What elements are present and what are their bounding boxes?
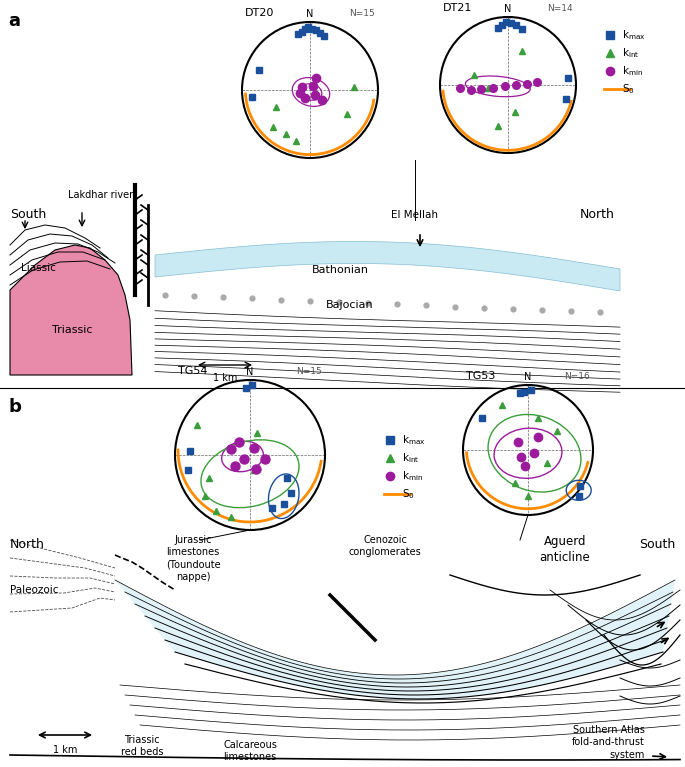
Text: k$_{\rm int}$: k$_{\rm int}$ bbox=[402, 451, 419, 465]
Text: Triassic: Triassic bbox=[52, 325, 92, 335]
Text: N: N bbox=[504, 4, 512, 14]
Polygon shape bbox=[10, 245, 132, 375]
Text: k$_{\rm min}$: k$_{\rm min}$ bbox=[402, 469, 423, 483]
Text: 1 km: 1 km bbox=[53, 745, 77, 755]
Text: North: North bbox=[580, 209, 615, 222]
Text: S$_0$: S$_0$ bbox=[622, 82, 635, 96]
Text: Jurassic
limestones
(Toundoute
nappe): Jurassic limestones (Toundoute nappe) bbox=[166, 535, 221, 582]
Text: Lakdhar river: Lakdhar river bbox=[68, 190, 133, 200]
Text: TG54: TG54 bbox=[178, 366, 208, 376]
Text: N=16: N=16 bbox=[564, 372, 590, 381]
Text: N: N bbox=[247, 367, 253, 377]
Text: El Mellah: El Mellah bbox=[392, 210, 438, 220]
Text: North: North bbox=[10, 538, 45, 551]
Text: Paleozoic: Paleozoic bbox=[10, 585, 58, 595]
Text: South: South bbox=[638, 538, 675, 551]
Text: N=15: N=15 bbox=[349, 9, 375, 18]
Text: k$_{\rm min}$: k$_{\rm min}$ bbox=[622, 64, 643, 78]
Text: TG53: TG53 bbox=[466, 371, 495, 381]
Text: S$_0$: S$_0$ bbox=[402, 487, 415, 501]
Text: Liassic: Liassic bbox=[21, 263, 55, 273]
Text: N=14: N=14 bbox=[547, 4, 573, 13]
Text: Triassic
red beds: Triassic red beds bbox=[121, 735, 163, 757]
Text: a: a bbox=[8, 12, 20, 30]
Text: N: N bbox=[524, 372, 532, 382]
Text: Aguerd
anticline: Aguerd anticline bbox=[540, 535, 590, 564]
Text: Bathonian: Bathonian bbox=[312, 265, 369, 275]
Text: 1 km: 1 km bbox=[213, 373, 237, 383]
Text: Southern Atlas
fold-and-thrust
system: Southern Atlas fold-and-thrust system bbox=[572, 725, 645, 760]
Text: k$_{\rm max}$: k$_{\rm max}$ bbox=[402, 433, 425, 447]
Text: Calcareous
limestones: Calcareous limestones bbox=[223, 740, 277, 762]
Text: Cenozoic
conglomerates: Cenozoic conglomerates bbox=[349, 535, 421, 558]
Text: N=15: N=15 bbox=[296, 367, 322, 376]
Text: Bajocian: Bajocian bbox=[326, 300, 374, 310]
Text: b: b bbox=[8, 398, 21, 416]
Text: DT21: DT21 bbox=[443, 3, 473, 13]
Polygon shape bbox=[155, 242, 620, 291]
Text: k$_{\rm int}$: k$_{\rm int}$ bbox=[622, 46, 639, 60]
Text: k$_{\rm max}$: k$_{\rm max}$ bbox=[622, 28, 646, 42]
Text: DT20: DT20 bbox=[245, 8, 275, 18]
Text: N: N bbox=[306, 9, 314, 19]
Text: South: South bbox=[10, 209, 47, 222]
Polygon shape bbox=[115, 580, 675, 699]
